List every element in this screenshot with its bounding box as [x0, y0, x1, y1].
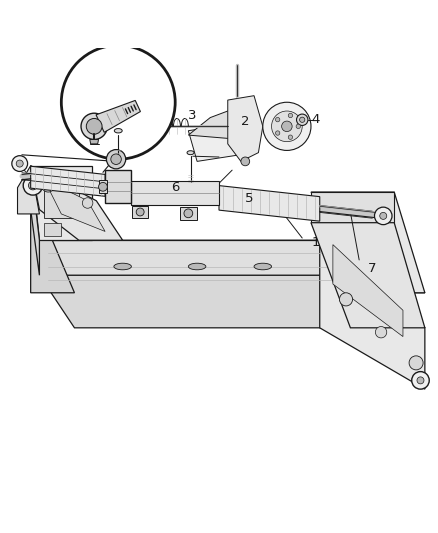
- Ellipse shape: [254, 263, 272, 270]
- Polygon shape: [311, 192, 394, 223]
- Text: 2: 2: [241, 116, 250, 128]
- Circle shape: [16, 160, 23, 167]
- Circle shape: [136, 208, 144, 216]
- Circle shape: [272, 111, 302, 142]
- Polygon shape: [180, 207, 197, 220]
- Polygon shape: [31, 166, 92, 240]
- Polygon shape: [31, 166, 39, 275]
- Polygon shape: [132, 206, 148, 218]
- Text: 1: 1: [311, 236, 320, 249]
- Polygon shape: [31, 166, 105, 196]
- Polygon shape: [90, 140, 99, 144]
- Text: 7: 7: [368, 262, 377, 275]
- Circle shape: [339, 293, 353, 306]
- Circle shape: [42, 179, 55, 192]
- Polygon shape: [333, 245, 403, 336]
- Ellipse shape: [188, 263, 206, 270]
- Circle shape: [380, 212, 387, 220]
- Ellipse shape: [114, 128, 122, 133]
- Circle shape: [12, 156, 28, 172]
- Circle shape: [409, 356, 423, 370]
- Polygon shape: [188, 122, 254, 161]
- Text: 6: 6: [171, 181, 180, 194]
- Circle shape: [276, 131, 280, 135]
- Circle shape: [282, 121, 292, 132]
- Circle shape: [106, 150, 126, 169]
- Polygon shape: [131, 181, 219, 205]
- Circle shape: [23, 176, 42, 195]
- Circle shape: [99, 182, 107, 191]
- Text: 5: 5: [245, 192, 254, 205]
- Circle shape: [28, 181, 37, 190]
- Polygon shape: [31, 166, 123, 240]
- Circle shape: [276, 117, 280, 122]
- Polygon shape: [44, 179, 105, 231]
- Circle shape: [61, 45, 175, 159]
- Polygon shape: [311, 223, 425, 328]
- Ellipse shape: [114, 263, 131, 270]
- Circle shape: [184, 209, 193, 217]
- Circle shape: [111, 154, 121, 165]
- Circle shape: [288, 114, 293, 118]
- Polygon shape: [39, 240, 390, 275]
- Circle shape: [296, 124, 300, 128]
- Polygon shape: [311, 192, 425, 293]
- Polygon shape: [99, 180, 107, 193]
- Circle shape: [297, 114, 308, 125]
- Circle shape: [374, 207, 392, 224]
- Circle shape: [300, 117, 305, 123]
- Polygon shape: [320, 223, 425, 389]
- Polygon shape: [96, 100, 141, 132]
- Circle shape: [241, 157, 250, 166]
- Ellipse shape: [187, 151, 194, 155]
- Polygon shape: [188, 104, 258, 140]
- Polygon shape: [39, 240, 425, 293]
- Polygon shape: [228, 96, 263, 161]
- Text: 4: 4: [311, 114, 320, 126]
- Text: 3: 3: [188, 109, 197, 122]
- Circle shape: [86, 118, 102, 134]
- Circle shape: [81, 113, 107, 140]
- Circle shape: [375, 327, 387, 338]
- Circle shape: [417, 377, 424, 384]
- Circle shape: [82, 198, 93, 208]
- Circle shape: [288, 135, 293, 139]
- Polygon shape: [105, 170, 131, 204]
- Polygon shape: [31, 166, 74, 293]
- Polygon shape: [18, 166, 39, 214]
- Circle shape: [412, 372, 429, 389]
- Circle shape: [263, 102, 311, 150]
- Polygon shape: [44, 188, 79, 219]
- Polygon shape: [44, 223, 61, 236]
- Polygon shape: [39, 275, 425, 328]
- Polygon shape: [219, 185, 320, 221]
